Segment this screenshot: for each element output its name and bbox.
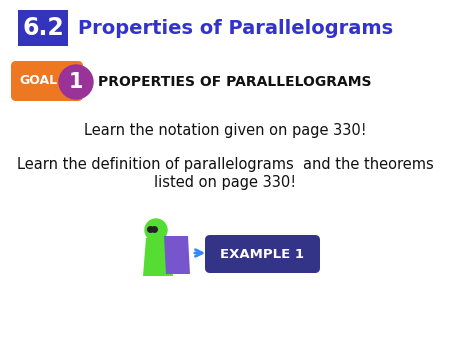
Text: Learn the definition of parallelograms  and the theorems: Learn the definition of parallelograms a… [17, 158, 433, 172]
Text: PROPERTIES OF PARALLELOGRAMS: PROPERTIES OF PARALLELOGRAMS [98, 75, 372, 89]
Text: GOAL: GOAL [19, 74, 57, 88]
Text: listed on page 330!: listed on page 330! [154, 175, 296, 191]
FancyBboxPatch shape [205, 235, 320, 273]
Text: 1: 1 [69, 72, 83, 92]
Text: EXAMPLE 1: EXAMPLE 1 [220, 247, 305, 261]
Text: Learn the notation given on page 330!: Learn the notation given on page 330! [84, 122, 366, 138]
Text: Properties of Parallelograms: Properties of Parallelograms [78, 19, 393, 38]
FancyBboxPatch shape [11, 61, 83, 101]
Circle shape [145, 219, 167, 241]
Polygon shape [143, 238, 173, 276]
FancyBboxPatch shape [18, 10, 68, 46]
Circle shape [59, 65, 93, 99]
Text: 6.2: 6.2 [22, 16, 64, 40]
Polygon shape [164, 236, 190, 274]
